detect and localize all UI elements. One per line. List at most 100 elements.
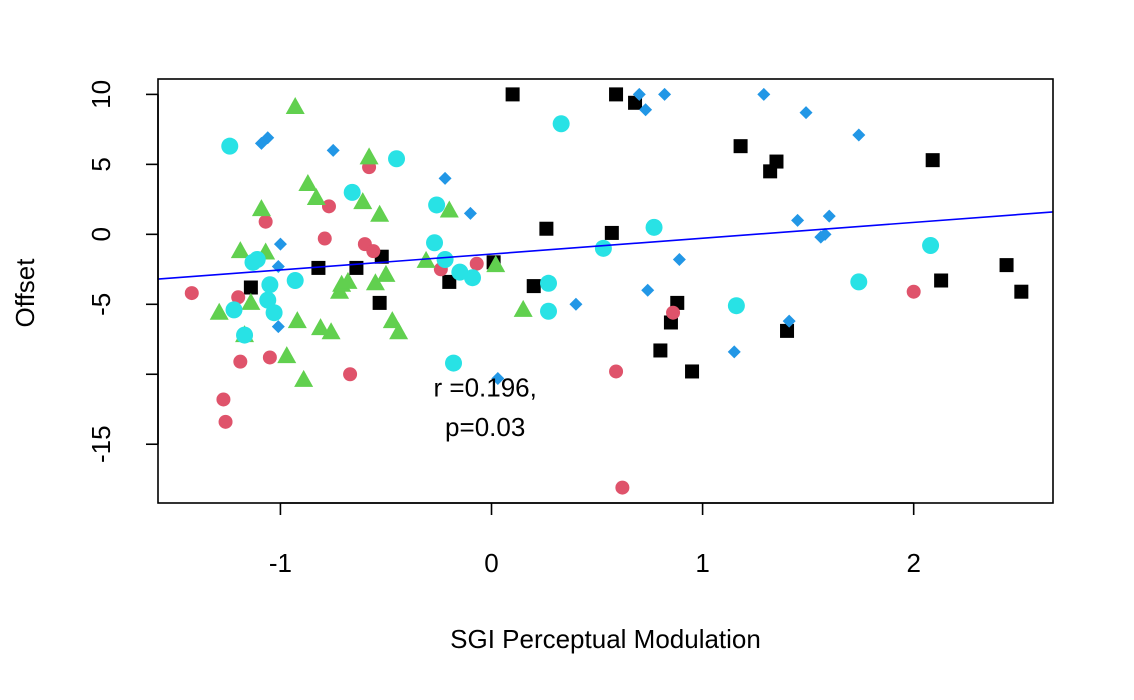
- correlation-annotation: r =0.196,: [434, 373, 537, 403]
- data-point-circle: [236, 326, 254, 344]
- data-point-diamond: [438, 171, 452, 185]
- data-point-circle: [666, 305, 681, 320]
- data-point-circle: [428, 196, 446, 214]
- data-point-circle: [922, 237, 940, 255]
- data-point-square: [999, 258, 1014, 273]
- data-point-triangle: [359, 147, 379, 165]
- x-axis: -1 0 1 2: [269, 502, 921, 578]
- regression-line: [157, 211, 1054, 280]
- data-point-diamond: [491, 371, 505, 385]
- data-point-square: [925, 153, 940, 168]
- data-point-diamond: [326, 143, 340, 157]
- data-point-triangle: [241, 292, 261, 310]
- data-point-triangle: [209, 302, 229, 320]
- data-point-circle: [426, 234, 444, 252]
- data-point-diamond: [822, 209, 836, 223]
- y-tick-label: 10: [86, 80, 116, 109]
- data-point-circle: [615, 480, 630, 495]
- data-point-square: [685, 364, 700, 379]
- data-point-square: [372, 295, 387, 310]
- x-tick-label: -1: [269, 548, 292, 578]
- data-point-circle: [216, 392, 231, 407]
- data-point-triangle: [285, 96, 305, 114]
- data-point-triangle: [439, 200, 459, 218]
- data-point-diamond: [463, 206, 477, 220]
- data-point-circle: [317, 231, 332, 246]
- data-point-diamond: [641, 283, 655, 297]
- data-point-diamond: [672, 253, 686, 267]
- y-tick-label: 5: [86, 157, 116, 171]
- data-point-circle: [343, 367, 358, 382]
- data-point-triangle: [389, 322, 409, 340]
- data-point-triangle: [370, 204, 390, 222]
- data-point-circle: [286, 272, 304, 290]
- data-point-diamond: [818, 227, 832, 241]
- data-point-triangle: [294, 369, 314, 387]
- data-point-square: [442, 274, 457, 289]
- data-point-diamond: [639, 103, 653, 117]
- data-point-circle: [388, 150, 406, 168]
- y-tick-label: -5: [86, 293, 116, 316]
- data-point-circle: [262, 350, 277, 365]
- data-point-diamond: [271, 320, 285, 334]
- data-point-triangle: [287, 311, 307, 329]
- data-point-circle: [261, 276, 279, 294]
- data-point-diamond: [658, 87, 672, 101]
- x-tick-label: 2: [906, 548, 920, 578]
- data-point-square: [243, 280, 258, 295]
- data-point-square: [769, 154, 784, 169]
- data-point-circle: [645, 218, 663, 236]
- data-point-circle: [609, 364, 624, 379]
- data-point-square: [609, 87, 624, 102]
- data-point-triangle: [251, 199, 271, 217]
- data-point-triangle: [277, 346, 297, 364]
- data-point-square: [780, 323, 795, 338]
- data-point-triangle: [298, 173, 318, 191]
- data-point-square: [311, 260, 326, 275]
- data-point-diamond: [799, 106, 813, 120]
- data-point-triangle: [486, 255, 506, 273]
- data-point-circle: [233, 354, 248, 369]
- data-point-triangle: [306, 187, 326, 205]
- data-point-circle: [594, 239, 612, 257]
- data-point-circle: [540, 274, 558, 292]
- data-point-circle: [218, 414, 233, 429]
- data-point-circle: [248, 251, 266, 269]
- data-point-diamond: [791, 213, 805, 227]
- data-point-diamond: [852, 128, 866, 142]
- data-point-circle: [464, 269, 482, 287]
- data-point-triangle: [353, 192, 373, 210]
- data-point-diamond: [632, 87, 646, 101]
- data-point-square: [733, 139, 748, 154]
- data-point-square: [934, 273, 949, 288]
- data-point-circle: [366, 244, 381, 259]
- data-point-circle: [552, 115, 570, 133]
- data-point-circle: [540, 302, 558, 320]
- data-point-triangle: [376, 264, 396, 282]
- data-point-circle: [850, 273, 868, 291]
- data-point-triangle: [321, 322, 341, 340]
- x-tick-label: 1: [695, 548, 709, 578]
- data-point-diamond: [782, 314, 796, 328]
- x-tick-label: 0: [484, 548, 498, 578]
- p-value-annotation: p=0.03: [445, 412, 525, 442]
- data-point-circle: [258, 214, 273, 229]
- y-axis-label: Offset: [10, 258, 40, 328]
- data-point-circle: [906, 284, 921, 299]
- y-tick-label: -15: [86, 425, 116, 463]
- data-point-circle: [451, 263, 469, 281]
- y-tick-label: 0: [86, 227, 116, 241]
- data-point-circle: [231, 290, 246, 305]
- data-point-circle: [184, 286, 199, 301]
- data-point-square: [349, 260, 364, 275]
- data-point-triangle: [230, 241, 250, 259]
- data-point-diamond: [727, 345, 741, 359]
- data-point-diamond: [261, 131, 275, 145]
- data-point-circle: [469, 256, 484, 271]
- data-point-diamond: [273, 237, 287, 251]
- data-point-square: [539, 221, 554, 236]
- data-point-diamond: [569, 297, 583, 311]
- data-point-triangle: [338, 271, 358, 289]
- data-point-triangle: [382, 311, 402, 329]
